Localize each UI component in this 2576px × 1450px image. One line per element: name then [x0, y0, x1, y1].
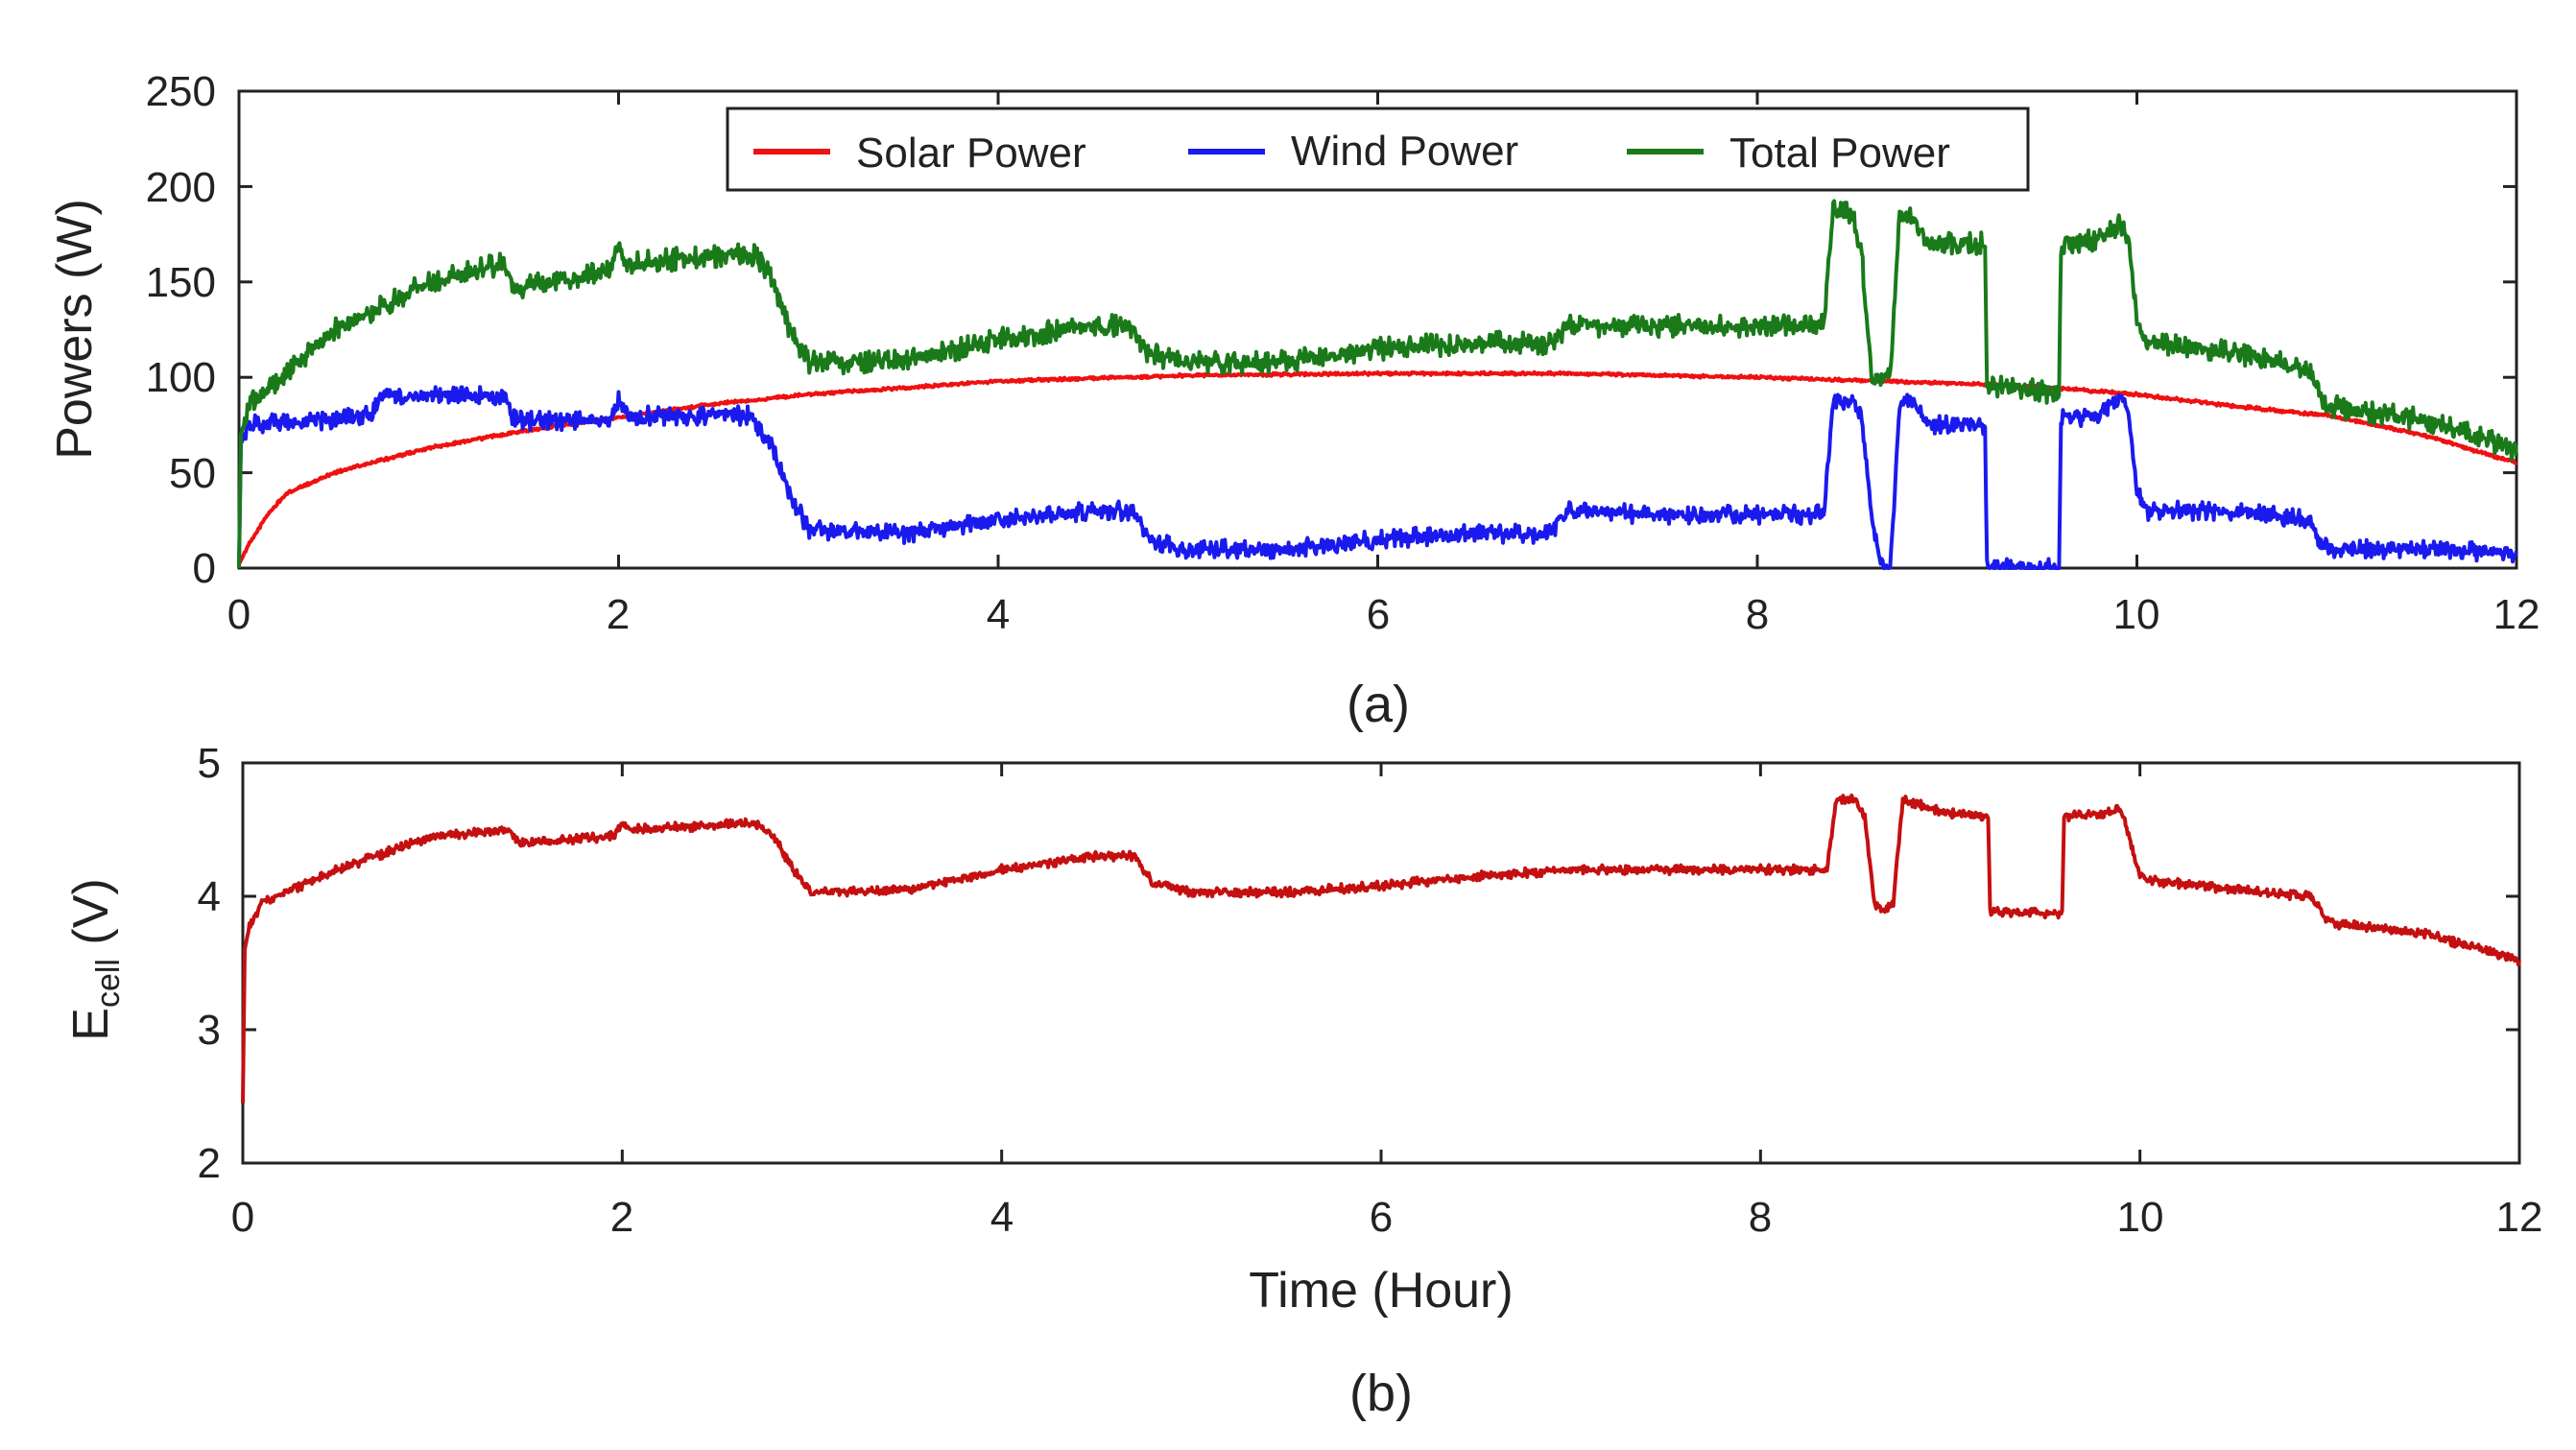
panel-b-x-tick-label: 0 — [231, 1194, 254, 1241]
panel-b: 0 2 4 6 8 10 12 2 3 4 5 Ecell (V) Time (… — [63, 740, 2542, 1422]
panel-b-caption: (b) — [1349, 1365, 1413, 1422]
legend-label-wind: Wind Power — [1291, 128, 1518, 175]
panel-b-y-tick-label: 3 — [198, 1007, 221, 1054]
y-label-main: E — [63, 1008, 119, 1041]
panel-a: 0 2 4 6 8 10 12 0 50 100 150 200 250 Pow… — [47, 68, 2540, 733]
panel-b-x-tick-label: 12 — [2496, 1194, 2543, 1241]
panel-b-ticks — [241, 761, 2521, 1165]
panel-b-y-tick-label: 4 — [198, 873, 221, 920]
panel-a-y-tick-label: 250 — [146, 68, 216, 115]
panel-a-y-tick-label: 200 — [146, 164, 216, 211]
series-line-wind-power — [237, 385, 2518, 570]
panel-b-x-tick-label: 2 — [610, 1194, 633, 1241]
legend-box — [726, 107, 2030, 192]
panel-b-x-tick-label: 8 — [1749, 1194, 1772, 1241]
panel-a-y-tick-label: 100 — [146, 354, 216, 401]
panel-b-x-tick-label: 6 — [1370, 1194, 1393, 1241]
panel-a-caption: (a) — [1347, 676, 1410, 733]
panel-a-x-tick-label: 10 — [2113, 591, 2160, 638]
panel-a-y-axis-label: Powers (W) — [47, 199, 103, 460]
panel-b-y-tick-label: 2 — [198, 1140, 221, 1187]
y-label-subscript: cell — [90, 959, 127, 1008]
panel-b-x-axis-label: Time (Hour) — [1249, 1263, 1513, 1319]
panel-b-frame — [241, 761, 2521, 1165]
series-line-ecell — [241, 793, 2521, 1104]
panel-a-x-tick-label: 6 — [1367, 591, 1390, 638]
legend-label-total: Total Power — [1729, 130, 1950, 177]
legend: Solar Power Wind Power Total Power — [726, 107, 2030, 192]
panel-a-x-tick-label: 2 — [607, 591, 630, 638]
panel-a-x-tick-label: 0 — [227, 591, 250, 638]
panel-a-y-tick-label: 150 — [146, 259, 216, 306]
panel-a-y-tick-label: 0 — [193, 545, 216, 592]
panel-b-x-tick-label: 4 — [990, 1194, 1014, 1241]
panel-b-y-axis-label: Ecell (V) — [63, 878, 127, 1040]
panel-a-x-tick-label: 12 — [2493, 591, 2540, 638]
panel-a-x-tick-label: 8 — [1746, 591, 1769, 638]
panel-b-series — [241, 793, 2521, 1104]
panel-a-y-tick-label: 50 — [169, 450, 216, 497]
series-line-solar-power — [237, 369, 2518, 565]
panel-a-series — [237, 199, 2518, 570]
panel-a-x-tick-label: 4 — [987, 591, 1010, 638]
series-line-total-power — [237, 199, 2518, 569]
panel-b-x-tick-label: 10 — [2117, 1194, 2164, 1241]
legend-label-solar: Solar Power — [856, 130, 1086, 177]
panel-b-y-tick-label: 5 — [198, 740, 221, 787]
y-label-unit: (V) — [63, 878, 119, 959]
